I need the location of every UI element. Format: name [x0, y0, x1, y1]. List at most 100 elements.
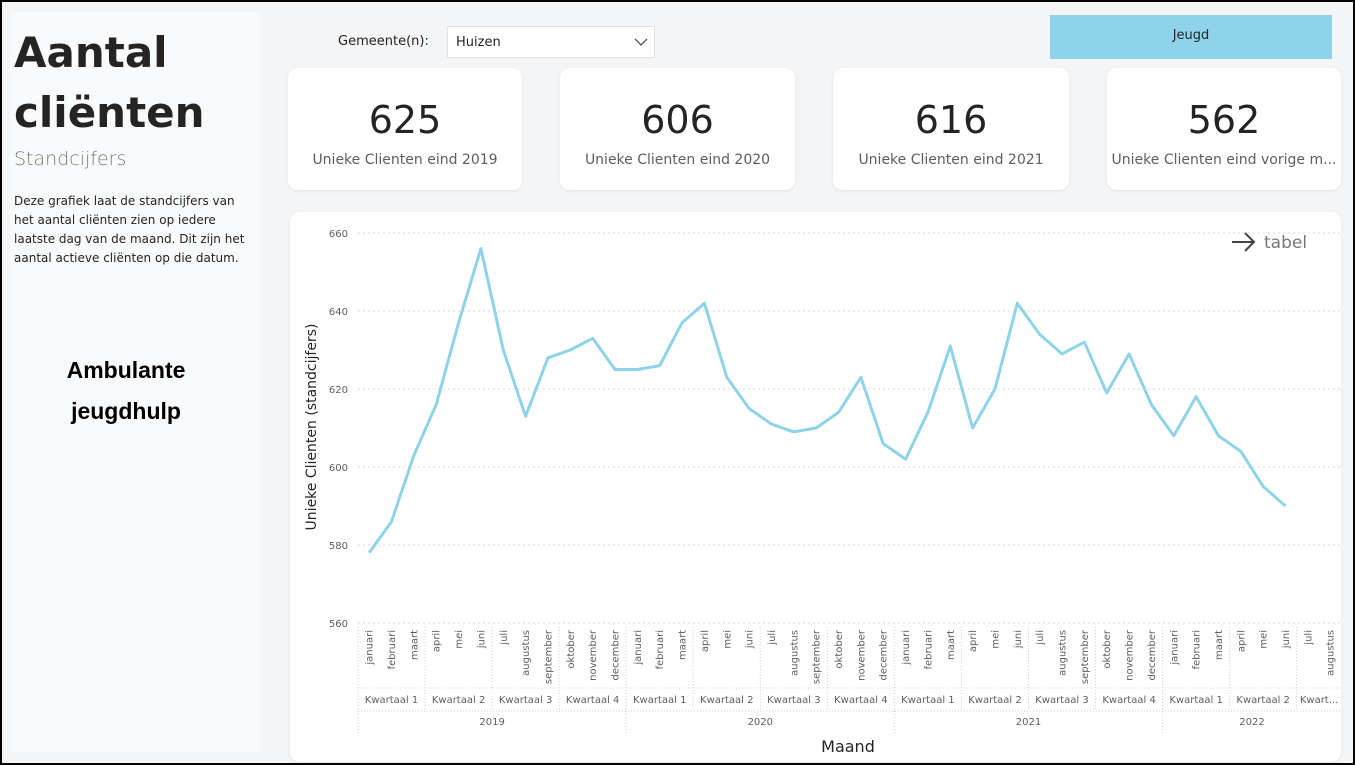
- arrow-icon: [1232, 232, 1256, 252]
- x-tick-label: mei: [1259, 630, 1270, 649]
- line-series: [367, 247, 1287, 554]
- x-tick-label: september: [543, 629, 554, 684]
- x-tick-label: april: [700, 630, 711, 652]
- kpi-value: 616: [914, 98, 988, 142]
- x-tick-label: december: [611, 629, 622, 680]
- kpi-card: 616 Unieke Clienten eind 2021: [833, 68, 1069, 190]
- x-tick-label: juli: [1303, 630, 1314, 646]
- x-tick-label: augustus: [1326, 630, 1337, 676]
- x-tick-label: juni: [745, 630, 756, 649]
- y-tick-label: 580: [329, 541, 348, 552]
- x-tick-label: augustus: [521, 630, 532, 676]
- x-tick-label: juni: [1013, 630, 1024, 649]
- kpi-value: 562: [1187, 98, 1261, 142]
- subtitle: Standcijfers: [14, 148, 127, 170]
- kpi-value: 625: [368, 98, 442, 142]
- x-tick-label: oktober: [566, 629, 577, 668]
- x-tick-label: februari: [923, 630, 934, 670]
- y-tick-label: 620: [329, 385, 348, 396]
- x-tick-label: december: [879, 629, 890, 680]
- jeugd-button[interactable]: Jeugd: [1050, 15, 1332, 59]
- x-tick-label: augustus: [789, 630, 800, 676]
- kpi-card: 562 Unieke Clienten eind vorige m...: [1107, 68, 1341, 190]
- section-label: Ambulante jeugdhulp: [66, 357, 186, 424]
- filter-value: Huizen: [456, 35, 501, 50]
- y-tick-label: 600: [329, 463, 348, 474]
- quarter-label: Kwartaal 3: [767, 695, 820, 706]
- year-label: 2022: [1239, 717, 1264, 728]
- kpi-label: Unieke Clienten eind vorige m...: [1111, 152, 1337, 168]
- x-tick-label: mei: [990, 630, 1001, 649]
- quarter-label: Kwartaal 4: [566, 695, 619, 706]
- x-tick-label: september: [812, 629, 823, 684]
- side-panel: [10, 12, 260, 752]
- quarter-label: Kwartaal 4: [834, 695, 887, 706]
- quarter-label: Kwartaal 4: [1102, 695, 1155, 706]
- x-tick-label: juni: [476, 630, 487, 649]
- quarter-label: Kwartaal 1: [1169, 695, 1222, 706]
- kpi-label: Unieke Clienten eind 2020: [584, 152, 771, 168]
- filter-dropdown[interactable]: Huizen: [447, 26, 655, 58]
- x-tick-label: juli: [1035, 630, 1046, 646]
- x-tick-label: januari: [633, 630, 644, 666]
- x-tick-label: mei: [722, 630, 733, 649]
- quarter-label: Kwartaal 1: [633, 695, 686, 706]
- year-label: 2019: [479, 717, 504, 728]
- quarter-label: Kwartaal 2: [968, 695, 1021, 706]
- x-tick-label: augustus: [1058, 630, 1069, 676]
- quarter-label: Kwart...: [1300, 695, 1338, 706]
- x-tick-label: mei: [454, 630, 465, 649]
- table-link[interactable]: tabel: [1264, 233, 1307, 253]
- x-tick-label: september: [1080, 629, 1091, 684]
- x-tick-label: maart: [678, 630, 689, 660]
- button-label: Jeugd: [1172, 28, 1210, 43]
- x-tick-label: maart: [946, 630, 957, 660]
- y-tick-label: 560: [329, 619, 348, 630]
- x-tick-label: december: [1147, 629, 1158, 680]
- x-tick-label: januari: [901, 630, 912, 666]
- year-label: 2021: [1016, 717, 1041, 728]
- chevron: [634, 38, 648, 46]
- quarter-label: Kwartaal 1: [901, 695, 954, 706]
- x-tick-label: januari: [1169, 630, 1180, 666]
- x-tick-label: maart: [409, 630, 420, 660]
- quarter-label: Kwartaal 2: [1236, 695, 1289, 706]
- x-tick-label: oktober: [1102, 629, 1113, 668]
- quarter-label: Kwartaal 1: [365, 695, 418, 706]
- x-tick-label: november: [1125, 629, 1136, 681]
- x-tick-label: juli: [499, 630, 510, 646]
- x-tick-label: april: [968, 630, 979, 652]
- x-tick-label: november: [588, 629, 599, 681]
- y-tick-label: 660: [329, 229, 348, 240]
- quarter-label: Kwartaal 3: [499, 695, 552, 706]
- x-tick-label: november: [856, 629, 867, 681]
- title: cliënten: [14, 88, 205, 137]
- year-label: 2020: [748, 717, 773, 728]
- x-tick-label: februari: [387, 630, 398, 670]
- x-tick-label: januari: [365, 630, 376, 666]
- x-tick-label: maart: [1214, 630, 1225, 660]
- x-tick-label: april: [432, 630, 443, 652]
- kpi-card: 625 Unieke Clienten eind 2019: [288, 68, 522, 190]
- quarter-label: Kwartaal 3: [1035, 695, 1088, 706]
- x-tick-label: februari: [655, 630, 666, 670]
- x-tick-label: april: [1236, 630, 1247, 652]
- x-tick-label: februari: [1192, 630, 1203, 670]
- description: Deze grafiek laat de standcijfers van he…: [14, 194, 245, 265]
- kpi-label: Unieke Clienten eind 2019: [312, 152, 498, 168]
- x-tick-label: juni: [1281, 630, 1292, 649]
- x-axis-title: Maand: [821, 737, 875, 756]
- kpi-label: Unieke Clienten eind 2021: [858, 152, 1044, 168]
- title: Aantal: [14, 28, 168, 77]
- y-tick-label: 640: [329, 307, 348, 318]
- y-axis-title: Unieke Clienten (standcijfers): [304, 324, 320, 531]
- filter-label: Gemeente(n):: [338, 34, 429, 49]
- kpi-value: 606: [641, 98, 714, 142]
- quarter-label: Kwartaal 2: [432, 695, 485, 706]
- x-tick-label: oktober: [834, 629, 845, 668]
- x-tick-label: juli: [767, 630, 778, 646]
- kpi-card: 606 Unieke Clienten eind 2020: [560, 68, 795, 190]
- quarter-label: Kwartaal 2: [700, 695, 753, 706]
